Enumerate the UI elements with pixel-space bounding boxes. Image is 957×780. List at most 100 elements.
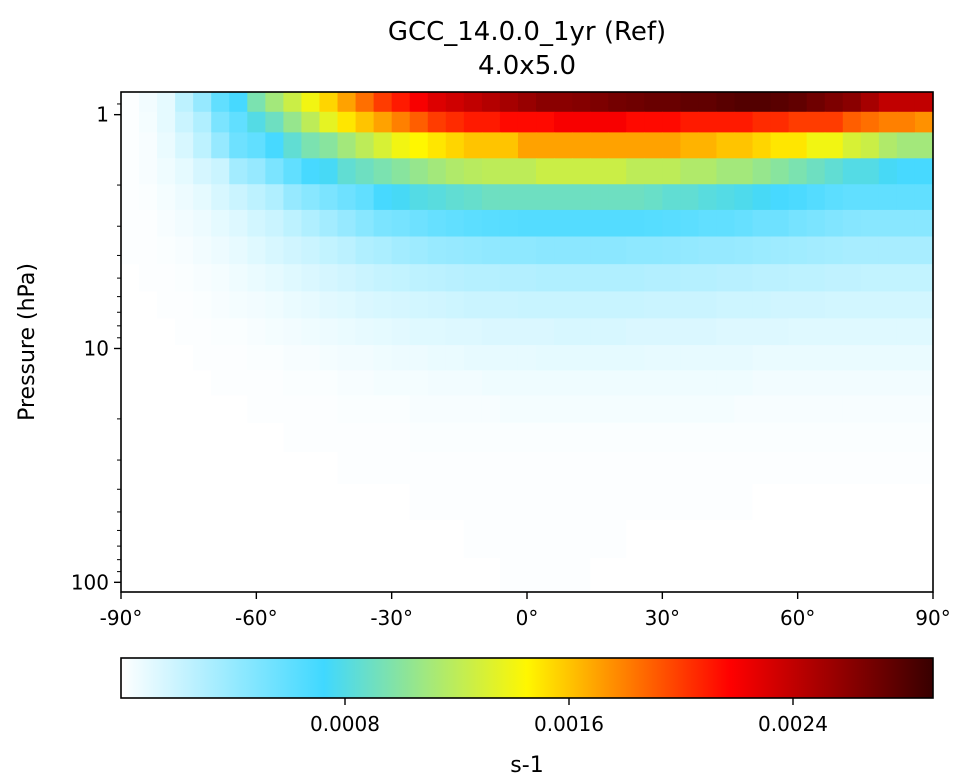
- heatmap-cell: [590, 111, 609, 133]
- heatmap-cell: [554, 519, 573, 559]
- heatmap-cell: [247, 291, 266, 319]
- heatmap-cell: [842, 422, 862, 453]
- heatmap-cell: [283, 318, 303, 346]
- heatmap-cell: [770, 92, 790, 113]
- heatmap-cell: [644, 158, 663, 185]
- heatmap-cell: [301, 184, 321, 211]
- heatmap-cell: [716, 345, 736, 372]
- heatmap-cell: [139, 483, 158, 521]
- heatmap-cell: [409, 370, 429, 397]
- chart-title: GCC_14.0.0_1yr (Ref): [388, 17, 666, 47]
- heatmap-cell: [427, 92, 447, 113]
- heatmap-cell: [554, 483, 573, 521]
- heatmap-cell: [499, 422, 519, 453]
- heatmap-cell: [842, 370, 862, 397]
- heatmap-cell: [680, 422, 700, 453]
- heatmap-cell: [319, 318, 339, 346]
- heatmap-cell: [265, 519, 284, 559]
- heatmap-cell: [409, 92, 429, 113]
- heatmap-cell: [698, 209, 718, 238]
- heatmap-cell: [319, 519, 339, 559]
- heatmap-cell: [824, 111, 844, 133]
- heatmap-cell: [445, 209, 465, 238]
- heatmap-cell: [337, 111, 357, 133]
- heatmap-cell: [572, 264, 591, 293]
- heatmap-cell: [265, 209, 284, 238]
- heatmap-cell: [283, 209, 303, 238]
- heatmap-cell: [716, 452, 736, 485]
- heatmap-cell: [860, 92, 880, 113]
- heatmap-cell: [175, 132, 194, 159]
- heatmap-cell: [157, 370, 176, 397]
- heatmap-cell: [752, 92, 772, 113]
- heatmap-cell: [409, 483, 429, 521]
- heatmap-cell: [283, 519, 303, 559]
- heatmap-cell: [734, 519, 754, 559]
- heatmap-cell: [121, 395, 140, 424]
- heatmap-cell: [175, 345, 194, 372]
- heatmap-cell: [860, 111, 880, 133]
- heatmap-cell: [499, 111, 519, 133]
- heatmap-cell: [608, 111, 627, 133]
- heatmap-cell: [337, 519, 357, 559]
- heatmap-cell: [608, 158, 627, 185]
- heatmap-cell: [644, 452, 663, 485]
- heatmap-cell: [590, 483, 609, 521]
- heatmap-cell: [229, 452, 248, 485]
- heatmap-cell: [788, 264, 808, 293]
- heatmap-cell: [265, 395, 284, 424]
- heatmap-cell: [842, 291, 862, 319]
- heatmap-cell: [445, 483, 465, 521]
- heatmap-cell: [680, 519, 700, 559]
- heatmap-cell: [175, 318, 194, 346]
- heatmap-cell: [283, 483, 303, 521]
- heatmap-cell: [860, 318, 880, 346]
- heatmap-cell: [914, 111, 934, 133]
- heatmap-cell: [572, 519, 591, 559]
- heatmap-cell: [770, 557, 790, 593]
- heatmap-cell: [445, 158, 465, 185]
- heatmap-cell: [391, 519, 411, 559]
- heatmap-cell: [680, 395, 700, 424]
- heatmap-cell: [770, 236, 790, 265]
- heatmap-cell: [680, 236, 700, 265]
- heatmap-cell: [211, 452, 230, 485]
- heatmap-cell: [337, 370, 357, 397]
- heatmap-cell: [319, 184, 339, 211]
- heatmap-cell: [842, 184, 862, 211]
- heatmap-cell: [698, 318, 718, 346]
- heatmap-cell: [283, 422, 303, 453]
- heatmap-cell: [157, 318, 176, 346]
- heatmap-cell: [211, 557, 230, 593]
- heatmap-cell: [427, 291, 447, 319]
- heatmap-cell: [355, 111, 375, 133]
- x-tick-label: -30°: [370, 606, 413, 630]
- heatmap-cell: [806, 184, 826, 211]
- chart-subtitle: 4.0x5.0: [478, 51, 576, 81]
- heatmap-cell: [337, 236, 357, 265]
- heatmap-cell: [355, 184, 375, 211]
- heatmap-cell: [806, 236, 826, 265]
- heatmap-cell: [211, 132, 230, 159]
- heatmap-cell: [355, 236, 375, 265]
- heatmap-cell: [806, 483, 826, 521]
- heatmap-cell: [716, 519, 736, 559]
- heatmap-cell: [301, 111, 321, 133]
- heatmap-cell: [662, 132, 681, 159]
- heatmap-cells: [121, 92, 934, 593]
- heatmap-cell: [644, 132, 663, 159]
- heatmap-cell: [193, 370, 212, 397]
- heatmap-cell: [481, 291, 501, 319]
- heatmap-cell: [716, 395, 736, 424]
- heatmap-cell: [427, 209, 447, 238]
- heatmap-cell: [337, 318, 357, 346]
- heatmap-cell: [536, 209, 555, 238]
- heatmap-cell: [193, 519, 212, 559]
- heatmap-cell: [247, 395, 266, 424]
- heatmap-cell: [391, 209, 411, 238]
- heatmap-cell: [247, 236, 266, 265]
- heatmap-cell: [193, 557, 212, 593]
- heatmap-cell: [355, 209, 375, 238]
- heatmap-cell: [481, 132, 501, 159]
- heatmap-cell: [770, 318, 790, 346]
